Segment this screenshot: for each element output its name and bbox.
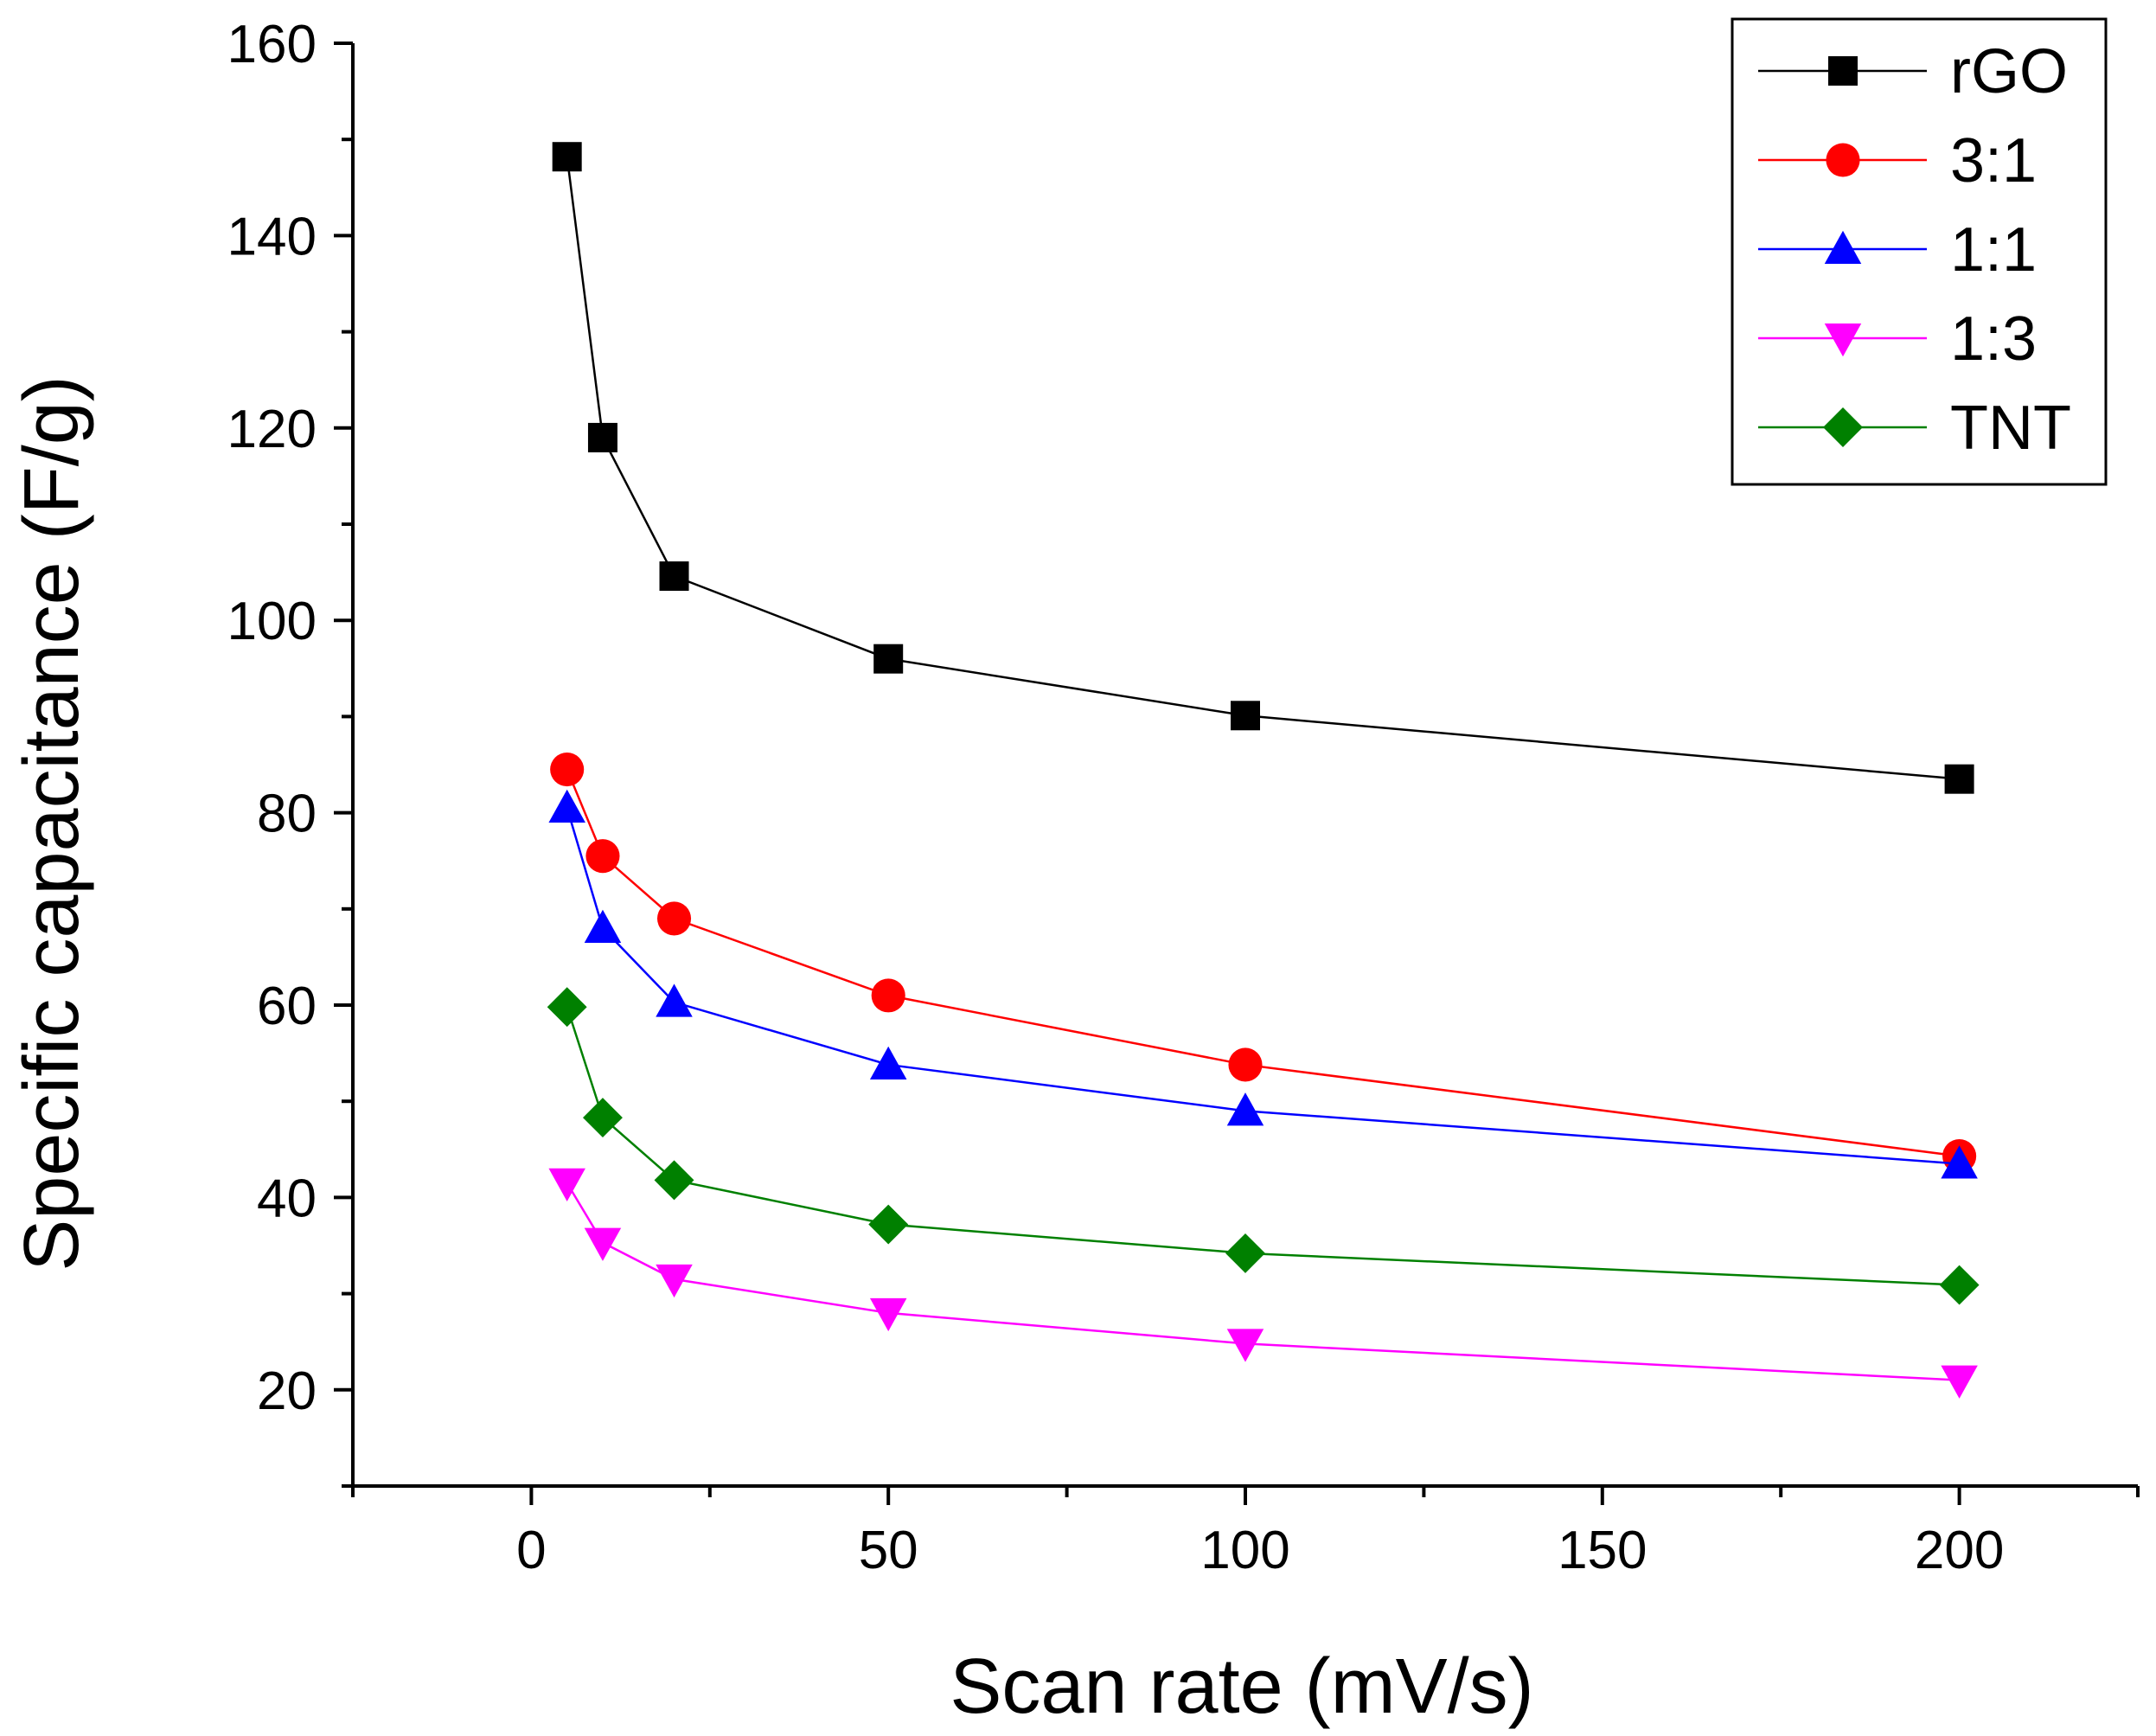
y-tick-label: 80 <box>257 785 317 844</box>
legend-label: TNT <box>1950 394 2071 463</box>
series-line <box>566 807 1960 1165</box>
x-tick-label: 100 <box>1200 1521 1289 1580</box>
x-tick-label: 150 <box>1558 1521 1647 1580</box>
y-tick-label: 160 <box>227 15 317 74</box>
legend-label: rGO <box>1950 37 2068 106</box>
data-point <box>547 987 587 1028</box>
legend-label: 1:1 <box>1950 215 2037 285</box>
data-point <box>656 983 693 1017</box>
x-axis-label: Scan rate (mV/s) <box>950 1643 1533 1730</box>
data-point <box>869 1046 907 1079</box>
legend-item: 1:3 <box>1758 304 2037 374</box>
data-point <box>548 1168 585 1201</box>
legend-marker <box>1824 230 1862 264</box>
data-point <box>584 1227 622 1261</box>
x-tick-label: 50 <box>859 1521 918 1580</box>
series-line <box>566 769 1960 1157</box>
y-tick-label: 60 <box>257 977 317 1036</box>
legend-item: 3:1 <box>1758 126 2037 195</box>
series-3 <box>548 1168 1978 1399</box>
data-point <box>1228 1047 1263 1082</box>
y-tick-label: 140 <box>227 207 317 266</box>
legend: rGO 3:1 1:1 1:3 TNT <box>1731 17 2108 486</box>
legend-box <box>1731 17 2108 486</box>
series-line <box>566 1182 1960 1381</box>
y-tick-label: 20 <box>257 1361 317 1421</box>
data-point <box>1225 1233 1265 1273</box>
data-point <box>1939 1265 1980 1305</box>
y-tick-label: 120 <box>227 400 317 459</box>
data-point <box>584 909 622 944</box>
legend-label: 3:1 <box>1950 126 2037 195</box>
data-point <box>659 561 689 592</box>
data-point <box>583 1098 623 1138</box>
series-0 <box>552 142 1974 794</box>
legend-item: rGO <box>1758 37 2068 106</box>
legend-marker <box>1823 407 1863 447</box>
y-tick-label: 40 <box>257 1169 317 1228</box>
data-point <box>1944 764 1974 794</box>
y-axis-label: Specific capacitance (F/g) <box>9 375 95 1271</box>
data-point <box>1226 1092 1264 1126</box>
data-point <box>548 789 585 823</box>
data-point <box>552 142 582 172</box>
legend-item: TNT <box>1758 394 2071 463</box>
x-tick-label: 0 <box>516 1521 546 1580</box>
data-point <box>1941 1365 1978 1399</box>
data-point <box>550 753 585 787</box>
data-point <box>873 644 904 674</box>
y-tick-label: 100 <box>227 592 317 651</box>
data-point <box>656 901 692 936</box>
series-4 <box>547 987 1980 1305</box>
series-line <box>566 1006 1960 1286</box>
legend-label: 1:3 <box>1950 304 2037 374</box>
legend-item: 1:1 <box>1758 215 2037 285</box>
legend-marker <box>1828 56 1858 86</box>
x-tick-label: 200 <box>1915 1521 2004 1580</box>
data-point <box>585 839 620 874</box>
series-2 <box>548 789 1978 1179</box>
axes: 0 50 100 150 200 20 40 60 80 100 120 140 160 <box>227 15 2140 1580</box>
data-point <box>654 1160 694 1201</box>
data-point <box>656 1264 693 1298</box>
data-point <box>868 1204 909 1245</box>
data-point <box>1231 701 1260 731</box>
legend-marker <box>1824 323 1862 357</box>
legend-marker <box>1826 143 1860 177</box>
data-series <box>547 142 1980 1399</box>
series-1 <box>550 753 1977 1174</box>
data-point <box>587 422 617 452</box>
data-point <box>869 1297 907 1332</box>
data-point <box>1226 1329 1264 1362</box>
data-point <box>1941 1145 1978 1179</box>
data-point <box>871 978 905 1013</box>
series-line <box>566 157 1960 780</box>
